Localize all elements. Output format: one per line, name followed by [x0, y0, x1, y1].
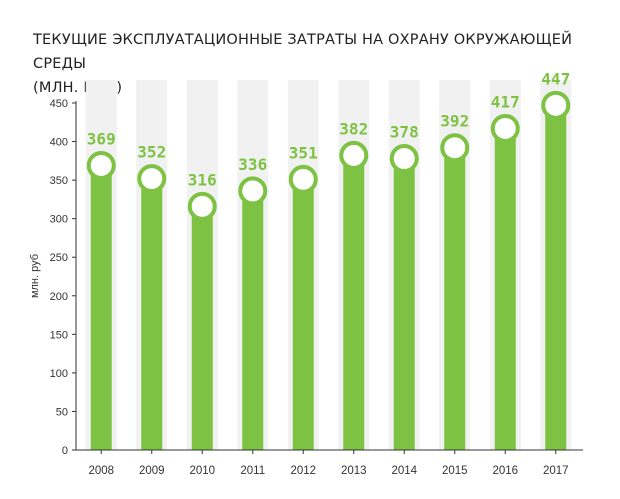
- y-tick-label: 450: [50, 98, 68, 110]
- data-label: 447: [541, 69, 570, 88]
- data-label: 392: [440, 112, 469, 131]
- y-tick-label: 300: [50, 214, 68, 226]
- x-tick-label: 2009: [139, 465, 165, 477]
- bars: [90, 105, 567, 451]
- y-axis: 0 50 100 150 200 250 300 350 400 450: [50, 98, 77, 457]
- point-marker: [288, 164, 318, 194]
- point-markers: [86, 90, 571, 221]
- bar: [242, 190, 264, 450]
- y-axis-label: млн. руб: [29, 254, 41, 298]
- data-label: 336: [238, 155, 267, 174]
- data-label: 378: [390, 123, 419, 142]
- point-marker: [187, 191, 217, 221]
- data-label: 382: [339, 119, 368, 138]
- point-marker: [86, 150, 116, 180]
- x-tick-label: 2017: [543, 465, 569, 477]
- y-tick-label: 0: [62, 445, 68, 457]
- point-marker: [339, 140, 369, 170]
- bar: [545, 105, 567, 451]
- x-tick-label: 2016: [492, 465, 518, 477]
- bar: [343, 155, 365, 451]
- data-label: 352: [137, 143, 166, 162]
- x-tick-label: 2008: [88, 465, 114, 477]
- y-tick-label: 250: [50, 252, 68, 264]
- y-tick-label: 100: [50, 368, 68, 380]
- x-tick-label: 2011: [240, 465, 265, 477]
- x-axis: 2008 2009 2010 2011 2012 2013 2014 2015 2016 2017: [76, 449, 583, 477]
- point-marker: [389, 144, 419, 174]
- point-marker: [490, 113, 520, 143]
- bar: [444, 147, 466, 451]
- bar: [141, 178, 163, 450]
- bar: [494, 128, 516, 451]
- x-tick-label: 2015: [442, 465, 468, 477]
- point-marker: [440, 133, 470, 163]
- data-label: 417: [491, 92, 520, 111]
- chart-title-line-1: ТЕКУЩИЕ ЭКСПЛУАТАЦИОННЫЕ ЗАТРАТЫ НА ОХРА…: [33, 32, 573, 72]
- bar: [292, 179, 314, 450]
- y-tick-label: 400: [50, 137, 68, 149]
- data-labels: 369 352 316 336 351 382 378 392 417 447: [87, 69, 570, 189]
- data-label: 351: [289, 143, 318, 162]
- data-label: 316: [188, 170, 217, 189]
- y-tick-label: 150: [50, 329, 68, 341]
- y-tick-label: 200: [50, 291, 68, 303]
- point-marker: [541, 90, 571, 120]
- data-label: 369: [87, 129, 116, 148]
- bar: [191, 206, 213, 450]
- bar: [393, 158, 415, 450]
- bar: [90, 165, 112, 450]
- x-tick-label: 2010: [189, 465, 215, 477]
- x-tick-label: 2014: [391, 465, 417, 477]
- x-tick-label: 2013: [341, 465, 367, 477]
- point-marker: [238, 176, 268, 206]
- point-marker: [137, 164, 167, 194]
- y-tick-label: 350: [50, 175, 68, 187]
- y-tick-label: 50: [56, 406, 68, 418]
- x-tick-label: 2012: [290, 465, 316, 477]
